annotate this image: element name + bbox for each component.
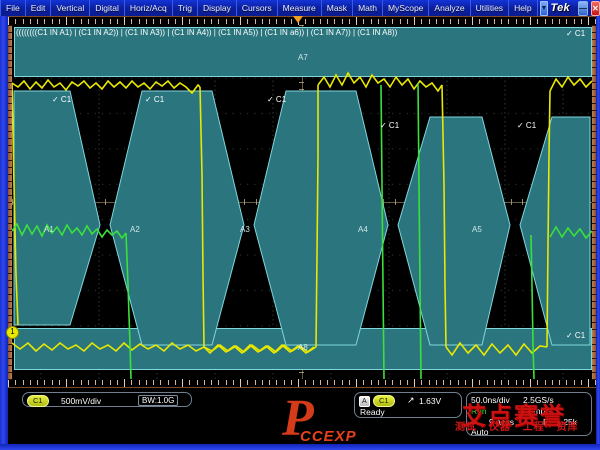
trigger-position-marker[interactable] bbox=[293, 16, 303, 23]
menu-item-measure[interactable]: Measure bbox=[278, 0, 322, 16]
mask-check-A8: ✓ C1 bbox=[566, 331, 586, 340]
trace-yellow-edge-2 bbox=[315, 85, 319, 348]
channel-1-reference-marker[interactable]: 1 bbox=[6, 326, 19, 339]
mask-label-A7: A7 bbox=[298, 53, 308, 62]
trace-yellow-bottom-3 bbox=[445, 341, 548, 357]
menu-item-myscope[interactable]: MyScope bbox=[383, 0, 430, 16]
menu-item-mask[interactable]: Mask bbox=[322, 0, 354, 16]
menu-item-utilities[interactable]: Utilities bbox=[471, 0, 510, 16]
left-rail bbox=[8, 25, 12, 380]
mask-check-A2: ✓ C1 bbox=[145, 95, 165, 104]
close-button[interactable]: ✕ bbox=[590, 0, 600, 16]
scope-display[interactable]: ✓ C1 ✓ C1 ✓ C1 ✓ C1 ✓ C1 ✓ C1 ✓ C1 A7 A8… bbox=[6, 16, 597, 388]
menu-item-vertical[interactable]: Vertical bbox=[51, 0, 91, 16]
trigger-mode-label: Auto bbox=[471, 427, 489, 437]
trigger-level-label: 1.63V bbox=[419, 396, 442, 406]
mask-label-A1: A1 bbox=[44, 225, 54, 234]
trace-yellow-edge-4 bbox=[546, 90, 551, 348]
menu-item-math[interactable]: Math bbox=[353, 0, 383, 16]
horizontal-acquisition-readout[interactable]: 50.0ns/div 2.5GS/s Run Sample 9 acqs RL:… bbox=[466, 392, 592, 437]
menu-item-file[interactable]: File bbox=[0, 0, 26, 16]
trace-green-edge-4 bbox=[530, 234, 535, 379]
record-length-label: RL:1.25k bbox=[543, 417, 578, 427]
menu-item-help[interactable]: Help bbox=[509, 0, 538, 16]
waveform-plot[interactable]: ✓ C1 ✓ C1 ✓ C1 ✓ C1 ✓ C1 ✓ C1 ✓ C1 A7 A8… bbox=[12, 25, 592, 379]
trace-yellow-bottom bbox=[12, 341, 317, 354]
right-rail bbox=[592, 25, 596, 380]
mask-polygons bbox=[13, 90, 591, 346]
trace-green-right bbox=[549, 225, 592, 240]
chevron-down-icon[interactable]: ▼ bbox=[539, 0, 549, 16]
trace-yellow-bottom-2 bbox=[203, 343, 315, 355]
tek-logo: Tek bbox=[550, 2, 570, 14]
trigger-state-label: Ready bbox=[360, 407, 385, 417]
minimize-button[interactable]: — bbox=[577, 0, 588, 16]
sample-mode-label: Sample bbox=[523, 406, 552, 416]
acq-count-label: 9 acqs bbox=[489, 417, 515, 427]
trace-yellow-edge-3 bbox=[441, 84, 447, 348]
trigger-source-a-badge[interactable]: A bbox=[359, 396, 370, 407]
timebase-label: 50.0ns/div bbox=[471, 395, 510, 405]
menu-item-edit[interactable]: Edit bbox=[26, 0, 52, 16]
status-bar: C1 500mV/div BW:1.0G A C1 ↗ 1.63V Ready … bbox=[8, 388, 596, 444]
mask-label-A8: A8 bbox=[298, 343, 308, 352]
mask-shape-A1 bbox=[13, 90, 101, 326]
channel-1-badge[interactable]: C1 bbox=[27, 395, 49, 407]
trace-yellow-top bbox=[12, 78, 201, 95]
menu-item-horizacq[interactable]: Horiz/Acq bbox=[125, 0, 173, 16]
menu-item-digital[interactable]: Digital bbox=[90, 0, 125, 16]
vertical-scale-label: 500mV/div bbox=[61, 396, 102, 406]
frame-bottom-edge bbox=[0, 444, 600, 450]
trace-green-edge-2 bbox=[380, 84, 385, 379]
trace-green-edge-1 bbox=[125, 232, 132, 379]
trigger-channel-badge[interactable]: C1 bbox=[373, 395, 395, 407]
trace-green-left bbox=[12, 222, 127, 240]
trace-yellow-top-3 bbox=[549, 75, 592, 92]
mask-region-A7[interactable] bbox=[14, 27, 592, 77]
trigger-readout[interactable]: A C1 ↗ 1.63V Ready bbox=[354, 392, 462, 418]
trace-yellow-edge-5 bbox=[12, 82, 19, 326]
mask-label-A2: A2 bbox=[130, 225, 140, 234]
menu-bar: File Edit Vertical Digital Horiz/Acq Tri… bbox=[0, 0, 600, 16]
mask-check-A3: ✓ C1 bbox=[267, 95, 287, 104]
menu-item-display[interactable]: Display bbox=[198, 0, 237, 16]
menu-item-cursors[interactable]: Cursors bbox=[237, 0, 278, 16]
mask-check-A5: ✓ C1 bbox=[517, 121, 537, 130]
mask-label-A3: A3 bbox=[240, 225, 250, 234]
trigger-slope-icon: ↗ bbox=[407, 395, 415, 405]
trace-green-edge-3 bbox=[417, 82, 422, 379]
frame-right-edge bbox=[596, 16, 600, 450]
mask-shape-A3 bbox=[253, 90, 389, 346]
trace-yellow-top-2 bbox=[317, 71, 443, 93]
mask-check-A1: ✓ C1 bbox=[52, 95, 72, 104]
sample-rate-label: 2.5GS/s bbox=[523, 395, 554, 405]
mask-label-A4: A4 bbox=[358, 225, 368, 234]
bandwidth-limit-badge[interactable]: BW:1.0G bbox=[138, 395, 179, 406]
mask-label-A5: A5 bbox=[472, 225, 482, 234]
mask-check-A4: ✓ C1 bbox=[380, 121, 400, 130]
menu-item-analyze[interactable]: Analyze bbox=[429, 0, 471, 16]
frame-left-edge bbox=[0, 16, 8, 450]
trace-yellow-edge-1 bbox=[199, 86, 205, 348]
mask-check-A7: ✓ C1 bbox=[566, 29, 586, 38]
mask-expression-text: ((((((((C1 IN A1) | (C1 IN A2)) | (C1 IN… bbox=[16, 28, 398, 37]
run-state-label: Run bbox=[471, 406, 487, 416]
mask-shape-A4 bbox=[397, 116, 511, 346]
waveform-traces bbox=[12, 71, 592, 379]
vertical-readout[interactable]: C1 500mV/div BW:1.0G bbox=[22, 392, 192, 407]
menu-item-trig[interactable]: Trig bbox=[173, 0, 199, 16]
